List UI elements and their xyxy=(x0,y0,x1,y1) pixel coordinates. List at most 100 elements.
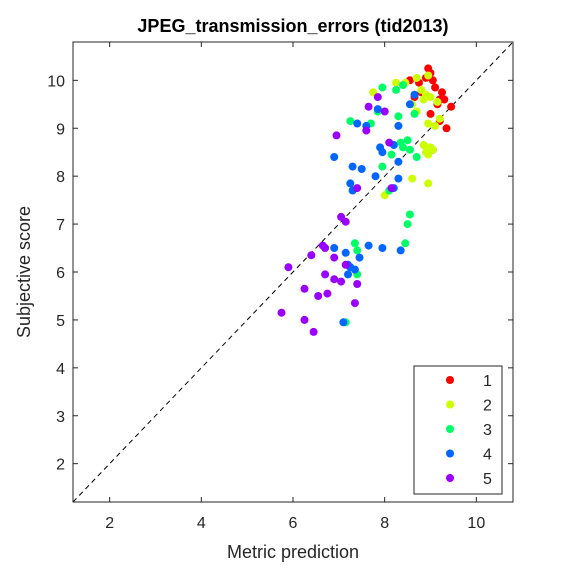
data-point-series-3 xyxy=(378,83,387,92)
y-tick-label: 6 xyxy=(56,265,65,282)
data-point-series-5 xyxy=(385,138,394,147)
data-point-series-4 xyxy=(405,100,414,109)
data-point-series-3 xyxy=(394,112,403,121)
y-tick-label: 5 xyxy=(56,313,65,330)
data-point-series-4 xyxy=(378,148,387,157)
data-point-series-5 xyxy=(321,270,330,279)
data-point-series-3 xyxy=(405,210,414,219)
data-point-series-3 xyxy=(353,246,362,255)
data-point-series-5 xyxy=(284,263,293,272)
data-point-series-5 xyxy=(307,251,316,260)
data-point-series-1 xyxy=(442,124,451,133)
data-point-series-3 xyxy=(399,143,407,152)
data-point-series-3 xyxy=(378,162,387,171)
data-point-series-5 xyxy=(314,292,323,300)
data-point-series-4 xyxy=(378,244,387,252)
data-point-series-2 xyxy=(408,174,417,183)
data-point-series-3 xyxy=(403,136,412,145)
x-tick-label: 8 xyxy=(380,515,389,532)
data-point-series-3 xyxy=(387,150,396,159)
data-point-series-5 xyxy=(380,107,389,116)
data-point-series-3 xyxy=(403,220,412,229)
data-points xyxy=(277,64,456,336)
data-point-series-4 xyxy=(410,90,419,99)
data-point-series-2 xyxy=(424,71,433,80)
legend-label-3: 3 xyxy=(483,422,492,439)
data-point-series-2 xyxy=(428,145,437,154)
data-point-series-1 xyxy=(426,109,435,118)
data-point-series-2 xyxy=(421,148,430,157)
data-point-series-3 xyxy=(399,81,407,90)
data-point-series-2 xyxy=(419,95,428,104)
data-point-series-5 xyxy=(337,277,346,286)
data-point-series-2 xyxy=(412,73,421,82)
data-point-series-5 xyxy=(330,275,339,284)
legend-marker-2 xyxy=(446,400,454,409)
data-point-series-3 xyxy=(401,239,410,248)
data-point-series-4 xyxy=(394,121,403,130)
reference-diagonal-line xyxy=(72,41,514,503)
data-point-series-5 xyxy=(330,253,339,262)
data-point-series-2 xyxy=(419,141,428,149)
x-tick-label: 4 xyxy=(197,515,206,532)
data-point-series-4 xyxy=(330,153,339,161)
data-point-series-5 xyxy=(350,299,359,308)
data-point-series-2 xyxy=(433,97,442,106)
data-point-series-2 xyxy=(392,78,401,87)
data-point-series-5 xyxy=(300,284,309,293)
x-axis-label: Metric prediction xyxy=(227,542,359,562)
data-point-series-1 xyxy=(431,83,440,92)
legend-marker-3 xyxy=(446,425,454,433)
y-tick-label: 9 xyxy=(56,121,65,138)
legend-box xyxy=(413,365,503,495)
data-point-series-5 xyxy=(362,126,371,135)
data-point-series-2 xyxy=(426,93,435,102)
data-point-series-4 xyxy=(339,318,348,327)
y-tick-label: 10 xyxy=(47,73,65,90)
legend-label-5: 5 xyxy=(483,471,492,488)
data-point-series-4 xyxy=(350,265,359,274)
data-point-series-5 xyxy=(332,131,341,140)
y-tick-label: 4 xyxy=(56,361,65,378)
y-tick-label: 3 xyxy=(56,409,65,426)
data-point-series-5 xyxy=(373,93,382,102)
data-point-series-5 xyxy=(341,217,350,226)
data-point-series-2 xyxy=(435,114,444,123)
y-axis-label: Subjective score xyxy=(14,206,34,338)
x-tick-label: 6 xyxy=(289,515,298,532)
data-point-series-5 xyxy=(364,102,373,111)
data-point-series-4 xyxy=(330,244,339,252)
data-point-series-3 xyxy=(412,153,421,161)
chart-title: JPEG_transmission_errors (tid2013) xyxy=(137,16,448,36)
data-point-series-5 xyxy=(309,327,318,336)
data-point-series-4 xyxy=(357,165,366,173)
data-point-series-4 xyxy=(355,253,364,262)
data-point-series-5 xyxy=(300,315,309,324)
legend-label-1: 1 xyxy=(483,373,492,390)
data-point-series-4 xyxy=(396,246,405,255)
data-point-series-5 xyxy=(353,184,362,193)
x-tick-label: 2 xyxy=(105,515,114,532)
data-point-series-4 xyxy=(394,157,403,166)
data-point-series-4 xyxy=(394,174,403,183)
y-tick-label: 8 xyxy=(56,169,65,186)
legend-label-4: 4 xyxy=(483,447,492,464)
data-point-series-4 xyxy=(371,172,380,181)
data-point-series-4 xyxy=(373,105,382,114)
data-point-series-1 xyxy=(438,88,446,97)
data-point-series-2 xyxy=(424,119,433,128)
legend-label-2: 2 xyxy=(483,398,492,415)
data-point-series-4 xyxy=(341,248,350,257)
data-point-series-4 xyxy=(348,162,357,171)
legend-marker-5 xyxy=(446,474,454,482)
data-point-series-5 xyxy=(341,260,350,269)
data-point-series-4 xyxy=(344,270,352,279)
y-tick-label: 2 xyxy=(56,457,65,474)
data-point-series-3 xyxy=(350,239,359,248)
data-point-series-5 xyxy=(353,280,362,288)
data-point-series-5 xyxy=(321,244,330,252)
data-point-series-4 xyxy=(346,179,355,188)
data-point-series-2 xyxy=(424,179,433,188)
